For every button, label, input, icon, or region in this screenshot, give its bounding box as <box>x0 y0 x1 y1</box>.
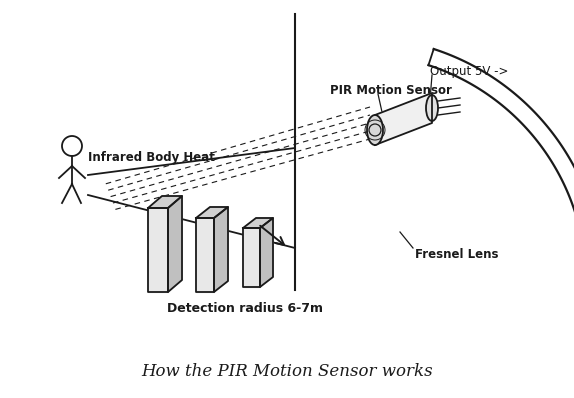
Text: Output 5V ->: Output 5V -> <box>430 66 509 78</box>
Polygon shape <box>168 196 182 292</box>
Polygon shape <box>196 218 214 292</box>
Polygon shape <box>260 218 273 287</box>
Ellipse shape <box>426 95 438 121</box>
Polygon shape <box>148 208 168 292</box>
Text: Fresnel Lens: Fresnel Lens <box>415 248 498 261</box>
Text: PIR Motion Sensor: PIR Motion Sensor <box>330 84 452 96</box>
Text: Infrared Body Heat: Infrared Body Heat <box>88 150 215 164</box>
Ellipse shape <box>367 115 383 145</box>
Text: How the PIR Motion Sensor works: How the PIR Motion Sensor works <box>141 363 433 380</box>
Polygon shape <box>148 196 182 208</box>
Polygon shape <box>196 207 228 218</box>
Text: Detection radius 6-7m: Detection radius 6-7m <box>167 302 323 314</box>
Polygon shape <box>214 207 228 292</box>
Polygon shape <box>375 93 432 145</box>
Polygon shape <box>243 228 260 287</box>
Polygon shape <box>243 218 273 228</box>
